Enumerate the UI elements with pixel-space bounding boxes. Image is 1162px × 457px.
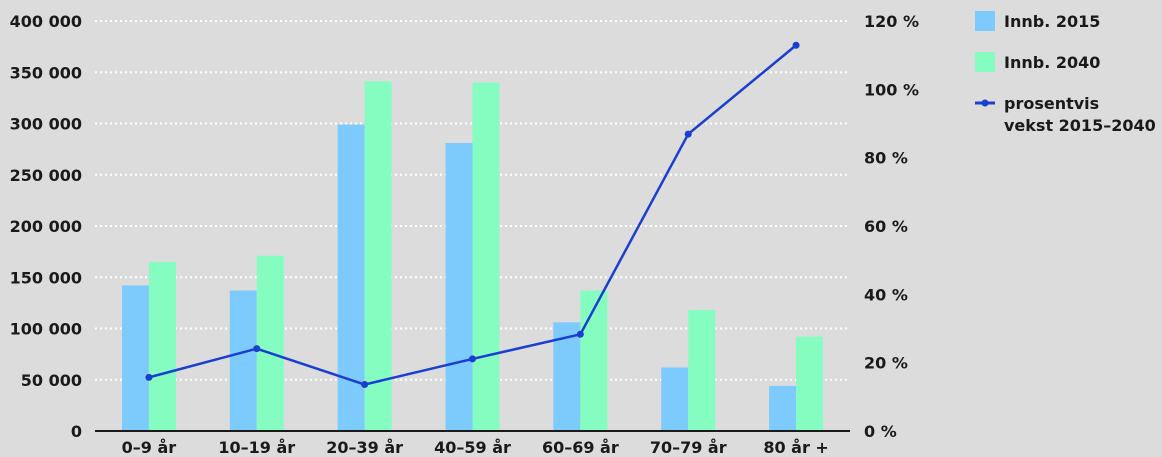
growth-point xyxy=(576,330,584,338)
bar-innb-2040 xyxy=(256,255,284,431)
right-tick-label: 60 % xyxy=(864,217,908,236)
legend-label: prosentvis xyxy=(1004,94,1099,113)
left-tick-label: 250 000 xyxy=(10,166,82,185)
growth-point xyxy=(684,130,692,138)
bar-innb-2015 xyxy=(445,142,473,431)
growth-point xyxy=(361,381,369,389)
right-tick-label: 20 % xyxy=(864,354,908,373)
right-tick-label: 40 % xyxy=(864,285,908,304)
x-tick-label: 40–59 år xyxy=(434,438,511,457)
legend: Innb. 2015 Innb. 2040 prosentvis vekst 2015… xyxy=(975,11,1156,135)
x-tick-label: 80 år + xyxy=(763,438,829,457)
bar-innb-2040 xyxy=(472,82,500,431)
left-tick-label: 150 000 xyxy=(10,268,82,287)
bar-innb-2015 xyxy=(121,285,149,431)
left-tick-label: 50 000 xyxy=(21,371,82,390)
right-tick-label: 0 % xyxy=(864,422,897,441)
left-tick-label: 350 000 xyxy=(10,63,82,82)
right-tick-label: 100 % xyxy=(864,80,919,99)
growth-point xyxy=(469,355,476,363)
growth-point xyxy=(792,41,800,49)
x-tick-label: 70–79 år xyxy=(650,438,727,457)
x-axis-ticks: 0–9 år 10–19 år 20–39 år 40–59 år 60–69 år 70… xyxy=(122,438,829,457)
right-axis-ticks: 0 % 20 % 40 % 60 % 80 % 100 % 120 % xyxy=(864,12,919,441)
left-tick-label: 200 000 xyxy=(10,217,82,236)
x-tick-label: 0–9 år xyxy=(122,438,177,457)
bar-innb-2040 xyxy=(796,336,824,431)
left-tick-label: 0 xyxy=(71,422,82,441)
gridlines xyxy=(95,20,850,381)
legend-swatch xyxy=(975,52,995,72)
right-tick-label: 80 % xyxy=(864,149,908,168)
left-axis-ticks: 0 50 000 100 000 150 000 200 000 250 000 300 0… xyxy=(10,12,82,441)
bar-innb-2015 xyxy=(769,385,797,431)
bar-innb-2040 xyxy=(364,81,392,431)
legend-swatch xyxy=(975,11,995,31)
bar-innb-2015 xyxy=(229,290,257,431)
bar-innb-2015 xyxy=(337,124,365,432)
bar-innb-2015 xyxy=(661,367,689,431)
bar-innb-2040 xyxy=(688,310,716,431)
legend-label: vekst 2015–2040 xyxy=(1004,116,1156,135)
right-tick-label: 120 % xyxy=(864,12,919,31)
bar-innb-2040 xyxy=(580,290,608,431)
growth-point xyxy=(145,373,153,381)
x-tick-label: 10–19 år xyxy=(218,438,295,457)
left-tick-label: 100 000 xyxy=(10,320,82,339)
legend-label: Innb. 2015 xyxy=(1004,12,1100,31)
bar-innb-2040 xyxy=(148,261,176,431)
x-tick-label: 20–39 år xyxy=(326,438,403,457)
growth-point xyxy=(253,345,261,353)
growth-line-series xyxy=(145,41,800,389)
left-tick-label: 300 000 xyxy=(10,115,82,134)
legend-label: Innb. 2040 xyxy=(1004,53,1100,72)
legend-line-marker xyxy=(981,99,989,107)
bars xyxy=(121,81,824,432)
x-tick-label: 60–69 år xyxy=(542,438,619,457)
left-tick-label: 400 000 xyxy=(10,12,82,31)
